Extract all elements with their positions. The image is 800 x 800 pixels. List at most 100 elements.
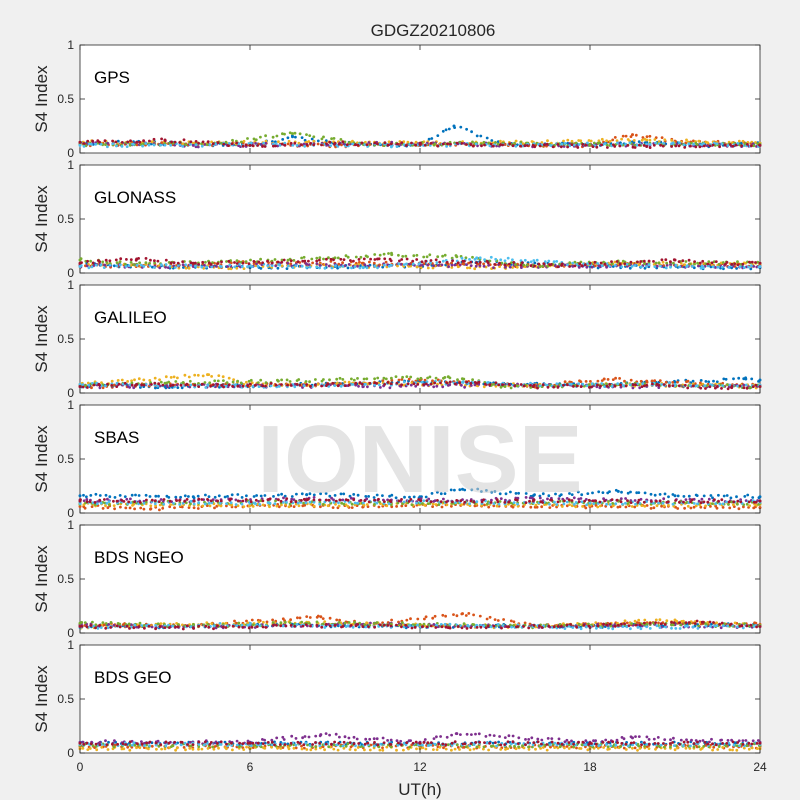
data-point: [732, 377, 735, 381]
data-point: [710, 383, 714, 387]
data-point: [206, 498, 209, 501]
data-point: [379, 386, 382, 389]
data-point: [135, 140, 139, 144]
data-point: [318, 266, 321, 270]
data-point: [201, 260, 205, 264]
data-point: [347, 263, 351, 266]
data-point: [430, 492, 434, 495]
data-point: [139, 263, 143, 267]
data-point: [434, 376, 438, 380]
data-point: [273, 502, 277, 506]
data-point: [305, 615, 309, 618]
data-point: [684, 260, 688, 263]
data-point: [429, 142, 433, 145]
data-point: [433, 381, 436, 385]
data-point: [461, 612, 464, 616]
data-point: [158, 508, 161, 512]
data-point: [750, 377, 754, 381]
data-point: [189, 261, 193, 265]
data-point: [662, 383, 666, 386]
data-point: [85, 495, 88, 499]
data-point: [611, 378, 615, 381]
data-point: [229, 501, 233, 505]
data-point: [107, 500, 111, 504]
data-point: [492, 144, 495, 148]
data-point: [209, 384, 213, 388]
data-point: [701, 259, 705, 263]
data-point: [395, 145, 399, 149]
data-point: [655, 499, 658, 503]
data-point: [364, 382, 367, 386]
data-point: [722, 494, 726, 498]
data-point: [196, 494, 200, 498]
data-point: [378, 500, 381, 504]
data-point: [205, 143, 209, 147]
data-point: [468, 258, 471, 261]
data-point: [471, 140, 474, 144]
data-point: [706, 500, 710, 504]
data-point: [626, 144, 630, 147]
data-point: [458, 488, 462, 492]
data-point: [209, 499, 213, 503]
data-point: [493, 490, 497, 493]
data-point: [377, 505, 381, 509]
data-point: [652, 143, 656, 147]
data-point: [523, 144, 527, 148]
data-point: [596, 505, 600, 509]
data-point: [735, 495, 738, 499]
data-point: [120, 378, 124, 382]
data-point: [302, 255, 306, 259]
data-point: [115, 264, 119, 268]
data-point: [405, 262, 408, 266]
data-point: [414, 384, 418, 388]
data-point: [429, 261, 432, 265]
data-point: [373, 383, 377, 387]
data-point: [624, 497, 627, 500]
data-point: [596, 266, 600, 270]
data-point: [170, 140, 174, 144]
data-point: [750, 144, 753, 148]
data-point: [171, 383, 175, 387]
data-point: [330, 137, 333, 141]
data-point: [583, 499, 586, 503]
data-point: [756, 260, 760, 264]
data-point: [407, 377, 411, 381]
data-point: [120, 145, 124, 148]
data-point: [78, 621, 82, 625]
data-point: [653, 493, 657, 497]
data-point: [472, 613, 475, 617]
data-point: [300, 264, 304, 268]
data-point: [191, 141, 195, 145]
data-point: [153, 502, 157, 506]
data-point: [222, 379, 225, 382]
data-point: [587, 498, 591, 502]
data-point: [139, 386, 142, 389]
data-point: [628, 383, 632, 387]
data-point: [487, 263, 490, 267]
data-point: [499, 139, 502, 143]
data-point: [297, 504, 301, 508]
data-point: [475, 261, 478, 264]
data-point: [83, 506, 87, 510]
data-point: [331, 381, 335, 385]
data-point: [577, 497, 581, 501]
data-point: [338, 265, 341, 269]
data-point: [227, 267, 231, 271]
data-point: [641, 382, 645, 386]
data-point: [236, 384, 240, 388]
data-point: [483, 258, 486, 261]
data-point: [736, 384, 739, 388]
data-point: [261, 384, 265, 388]
data-point: [496, 619, 500, 622]
data-point: [420, 380, 424, 384]
data-point: [398, 259, 401, 263]
data-point: [326, 504, 330, 508]
data-point: [414, 143, 418, 147]
data-point: [87, 266, 91, 270]
data-point: [758, 265, 762, 268]
data-point: [290, 495, 294, 498]
data-point: [344, 254, 348, 258]
data-point: [511, 258, 514, 262]
data-point: [692, 502, 696, 505]
data-point: [552, 385, 556, 389]
